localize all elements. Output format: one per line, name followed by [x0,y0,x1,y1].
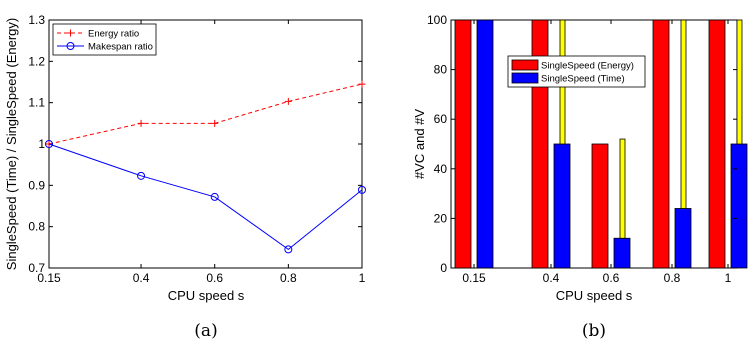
caption-b: (b) [582,321,606,341]
bar-time [553,143,571,269]
legend-swatch-singlespeed-energy- [511,59,539,71]
legend-swatch-singlespeed-time- [511,72,539,84]
makespan-ratio-point [137,171,146,180]
legend-label-makespan-ratio: Makespan ratio [88,42,153,53]
bar-time [613,237,631,269]
y-tick-label-a: 0.9 [28,178,45,192]
legend-label-singlespeed-time-: SingleSpeed (Time) [541,74,625,85]
y-tick-label-b: 80 [434,63,448,77]
x-tick-label-a: 1 [359,271,366,285]
makespan-ratio-point [358,185,366,194]
x-tick-label-b: 1 [725,271,732,285]
plot-area-a [48,19,363,269]
x-tick-label-a: 0.8 [280,271,297,285]
makespan-ratio-line [48,143,363,251]
legend-label-singlespeed-energy-: SingleSpeed (Energy) [541,61,634,72]
legend-marker-makespan-ratio [66,42,75,50]
y-tick-label-a: 1.1 [28,96,45,110]
x-tick-label-b: 0.4 [543,271,560,285]
bar-time [476,19,494,269]
y-axis-label-b: #VC and #V [412,109,427,179]
bar-time [674,208,692,269]
y-tick-label-a: 1.2 [28,54,45,68]
energy-ratio-point [211,119,219,127]
caption-a: (a) [194,321,217,341]
legend-b: SingleSpeed (Energy) SingleSpeed (Time) [507,55,646,88]
energy-ratio-point [358,80,366,88]
x-axis-label-a: CPU speed s [168,288,245,303]
y-tick-label-b: 0 [440,261,447,275]
makespan-ratio-point [210,192,219,201]
y-tick-label-a: 0.8 [28,220,45,234]
x-tick-label-a: 0.15 [37,271,61,285]
y-tick-label-b: 20 [434,211,448,225]
legend-a: Energy ratio Makespan ratio [52,23,157,56]
energy-ratio-point [284,97,292,105]
energy-ratio-point [137,119,145,127]
y-axis-label-a: SingleSpeed (Time) / SingleSpeed (Energy… [4,18,19,270]
y-tick-label-b: 40 [434,162,448,176]
x-tick-label-b: 0.8 [664,271,681,285]
bar-energy [454,19,472,269]
bar-energy [652,19,670,269]
legend-marker-energy-ratio [67,29,74,37]
x-tick-label-a: 0.4 [133,271,150,285]
line-chart-panel: 0.7 0.8 0.9 1 1.1 1.2 1.3 0.15 0.4 0.6 0.8 1 CPU sp… [4,13,366,341]
y-tick-label-a: 0.7 [28,261,45,275]
y-tick-label-a: 1.3 [28,13,45,27]
makespan-ratio-point [284,245,293,254]
y-tick-label-b: 100 [427,13,447,27]
bar-time [730,143,748,269]
bar-extra [680,19,687,209]
y-tick-label-a: 1 [38,137,45,151]
bar-energy [708,19,726,269]
y-tick-label-b: 60 [434,112,448,126]
x-tick-label-a: 0.6 [206,271,223,285]
x-tick-label-b: 0.6 [603,271,620,285]
makespan-ratio-point [45,140,53,148]
bar-energy [591,143,609,269]
bar-extra [619,138,626,239]
bar-chart-panel: 0 20 40 60 80 100 0.15 0.4 0.6 0.8 1 CPU speed s #… [412,13,748,341]
legend-label-energy-ratio: Energy ratio [88,29,139,40]
bar-extra [736,19,743,145]
x-tick-label-b: 0.15 [462,271,486,285]
x-axis-label-b: CPU speed s [556,288,633,303]
legend-box-a [52,23,157,56]
